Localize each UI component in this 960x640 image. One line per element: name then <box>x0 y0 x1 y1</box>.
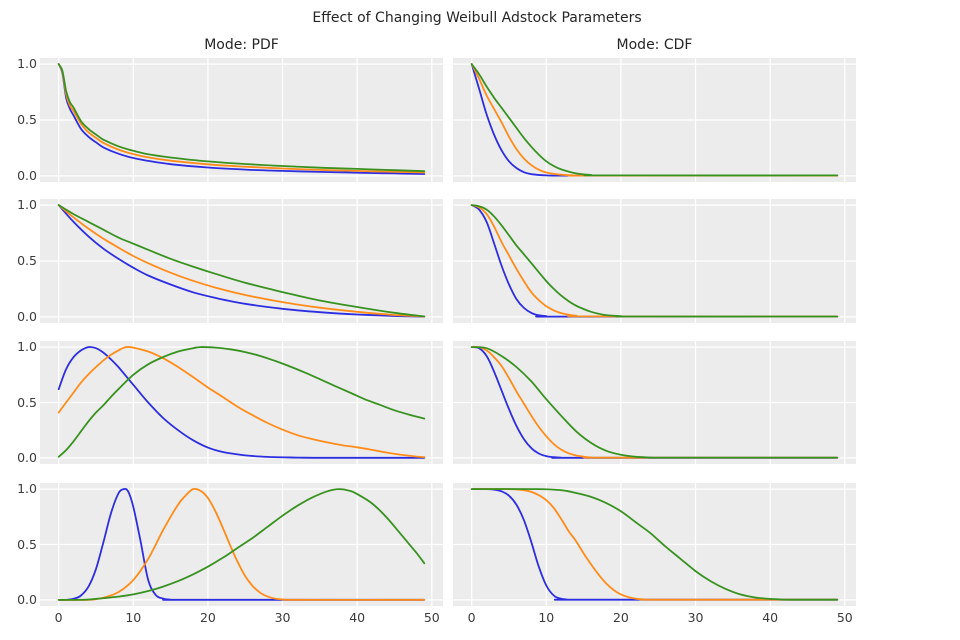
subplot-pdf-row4 <box>40 483 443 606</box>
x-tick-label: 30 <box>274 610 291 625</box>
series-line-green <box>57 63 426 173</box>
column-title-pdf: Mode: PDF <box>204 37 279 53</box>
series-line-blue <box>470 63 839 177</box>
y-tick-label: 0.5 <box>17 253 37 268</box>
series-line-green <box>57 204 426 318</box>
y-tick-label: 0.5 <box>17 112 37 127</box>
series-line-orange <box>57 63 426 174</box>
series-line-blue <box>57 346 426 459</box>
subplot-cdf-row4 <box>453 483 856 606</box>
subplot-cdf-row1 <box>453 58 856 182</box>
subplot-pdf-row2 <box>40 199 443 323</box>
x-tick-label: 30 <box>687 610 704 625</box>
y-tick-label: 1.0 <box>17 56 37 72</box>
subplot-cdf-row2 <box>453 199 856 323</box>
x-tick-label: 0 <box>467 610 476 625</box>
subplot-cdf-row3 <box>453 341 856 464</box>
x-tick-label: 40 <box>349 610 366 625</box>
series-line-green <box>57 346 426 458</box>
series-line-green <box>470 346 839 459</box>
figure-title: Effect of Changing Weibull Adstock Param… <box>312 10 642 26</box>
subplot-pdf-row3 <box>40 341 443 464</box>
x-tick-label: 40 <box>762 610 779 625</box>
series-line-blue <box>470 346 839 459</box>
series-line-blue <box>470 488 839 601</box>
x-tick-label: 50 <box>836 610 853 625</box>
y-tick-label: 1.0 <box>17 197 37 213</box>
series-line-green <box>57 488 426 601</box>
column-title-cdf: Mode: CDF <box>616 37 693 53</box>
series-line-orange <box>470 488 839 601</box>
x-tick-label: 20 <box>199 610 216 625</box>
y-tick-label: 0.5 <box>17 394 37 410</box>
x-tick-label: 20 <box>612 610 629 625</box>
subplot-pdf-row1 <box>40 58 443 182</box>
series-line-orange <box>57 487 426 601</box>
series-line-blue <box>57 63 426 175</box>
series-line-blue <box>57 204 426 318</box>
series-line-blue <box>470 204 839 318</box>
y-tick-label: 0.0 <box>17 167 37 183</box>
y-tick-label: 0.0 <box>17 591 37 607</box>
y-tick-label: 0.0 <box>17 308 37 324</box>
series-line-orange <box>57 204 426 318</box>
series-line-green <box>470 63 839 177</box>
series-line-orange <box>470 63 839 177</box>
series-line-orange <box>470 345 839 459</box>
x-tick-label: 50 <box>423 610 440 625</box>
y-tick-label: 0.5 <box>17 536 37 552</box>
series-line-blue <box>57 487 426 601</box>
y-tick-label: 1.0 <box>17 339 37 355</box>
x-tick-label: 0 <box>54 610 63 625</box>
y-tick-label: 1.0 <box>17 481 37 497</box>
x-tick-label: 10 <box>125 610 142 625</box>
x-tick-label: 10 <box>538 610 555 625</box>
y-tick-label: 0.0 <box>17 449 37 465</box>
series-line-green <box>470 204 839 318</box>
series-line-green <box>470 488 839 601</box>
series-line-orange <box>470 204 839 318</box>
series-line-orange <box>57 345 426 458</box>
